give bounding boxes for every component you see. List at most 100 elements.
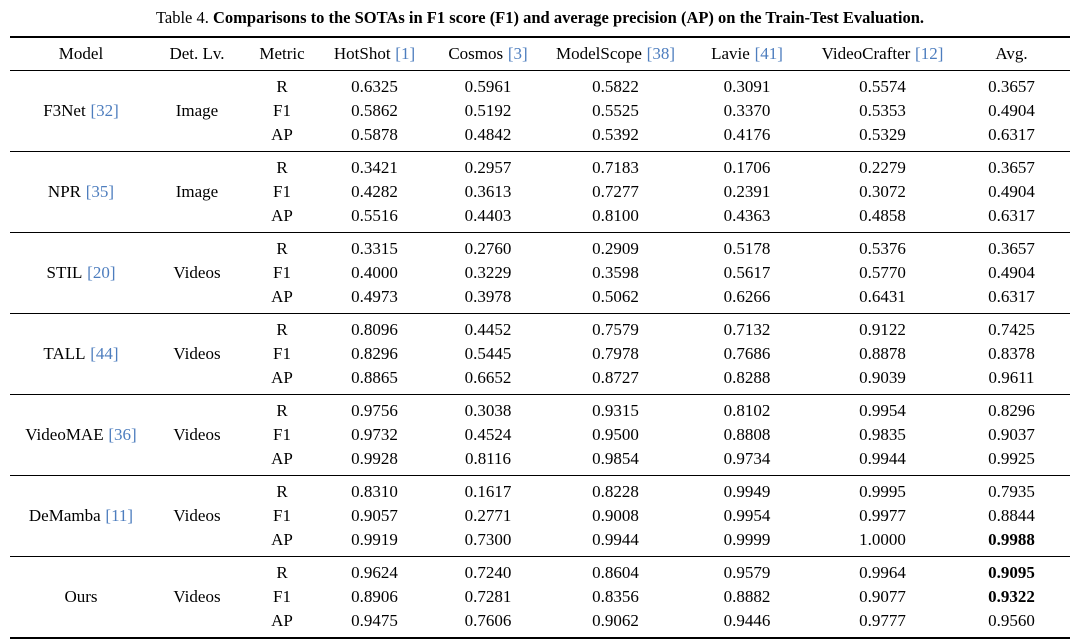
table-row: F1 0.9057 0.2771 0.9008 0.9954 0.9977 0.8844 xyxy=(10,504,1070,528)
results-table: Model Det. Lv. Metric HotShot [1] Cosmos[… xyxy=(10,36,1070,639)
table-row: AP 0.5516 0.4403 0.8100 0.4363 0.4858 0.6317 xyxy=(10,204,1070,233)
value-cell: 0.8296 xyxy=(988,401,1035,420)
table-row: AP 0.4973 0.3978 0.5062 0.6266 0.6431 0.6317 xyxy=(10,285,1070,314)
table-row: AP 0.9928 0.8116 0.9854 0.9734 0.9944 0.9925 xyxy=(10,447,1070,476)
table-row: F1 0.9732 0.4524 0.9500 0.8808 0.9835 0.9037 xyxy=(10,423,1070,447)
col-header-metric: Metric xyxy=(242,37,322,71)
citation-ref[interactable]: [20] xyxy=(87,263,116,282)
value-cell: 0.5574 xyxy=(859,77,906,96)
value-cell: 0.3657 xyxy=(988,77,1035,96)
value-cell: 0.9122 xyxy=(859,320,906,339)
value-cell: 0.7579 xyxy=(592,320,639,339)
value-cell: 0.9579 xyxy=(723,563,771,582)
value-cell: 0.9560 xyxy=(988,611,1035,630)
citation-ref[interactable]: [3] xyxy=(507,44,528,63)
value-cell: 0.2391 xyxy=(723,182,771,201)
citation-ref[interactable]: [35] xyxy=(85,182,115,201)
metric-cell: F1 xyxy=(273,101,291,120)
citation-ref[interactable]: [44] xyxy=(90,344,119,363)
table-row: AP 0.5878 0.4842 0.5392 0.4176 0.5329 0.6317 xyxy=(10,123,1070,152)
value-cell: 0.4904 xyxy=(988,101,1035,120)
metric-cell: F1 xyxy=(273,263,291,282)
value-cell: 0.8102 xyxy=(723,401,771,420)
model-group-f3net: F3Net [32] Image R 0.6325 0.5961 0.5822 0.3091 0… xyxy=(10,70,1070,152)
value-cell: 0.5878 xyxy=(351,125,398,144)
value-cell: 0.6317 xyxy=(988,125,1035,144)
citation-ref[interactable]: [36] xyxy=(108,425,137,444)
citation-ref[interactable]: [1] xyxy=(395,44,416,63)
value-cell: 0.8116 xyxy=(464,449,512,468)
value-cell: 0.8096 xyxy=(351,320,398,339)
value-cell: 0.1706 xyxy=(723,158,771,177)
metric-cell: AP xyxy=(271,206,293,225)
value-cell: 0.9954 xyxy=(859,401,906,420)
value-cell: 0.8808 xyxy=(723,425,771,444)
col-header-cosmos: Cosmos [3] xyxy=(427,37,549,71)
value-cell: 0.4363 xyxy=(723,206,771,225)
col-label: Cosmos xyxy=(448,44,504,63)
detection-level-cell: Videos xyxy=(173,587,221,606)
value-cell: 0.8878 xyxy=(859,344,906,363)
value-cell: 0.9995 xyxy=(859,482,906,501)
value-cell: 0.3978 xyxy=(464,287,512,306)
value-cell: 0.7132 xyxy=(723,320,771,339)
value-cell: 0.7425 xyxy=(988,320,1035,339)
metric-cell: AP xyxy=(271,368,293,387)
model-name: NPR xyxy=(47,182,81,201)
citation-ref[interactable]: [41] xyxy=(754,44,783,63)
value-cell: 0.9835 xyxy=(859,425,906,444)
citation-ref[interactable]: [32] xyxy=(90,101,119,120)
col-header-hotshot: HotShot [1] xyxy=(322,37,427,71)
col-label: ModelScope xyxy=(555,44,642,63)
table-row: Ours Videos R 0.9624 0.7240 0.8604 0.9579 0.996… xyxy=(10,557,1070,606)
value-cell: 0.5516 xyxy=(351,206,398,225)
value-cell: 0.7277 xyxy=(592,182,639,201)
caption-label: Table 4. xyxy=(155,8,209,27)
citation-ref[interactable]: [11] xyxy=(105,506,134,525)
value-cell: 0.8882 xyxy=(723,587,771,606)
model-name: TALL xyxy=(43,344,86,363)
header-row: Model Det. Lv. Metric HotShot [1] Cosmos[… xyxy=(10,37,1070,71)
detection-level-cell: Image xyxy=(175,101,219,120)
value-cell: 0.9756 xyxy=(351,401,398,420)
value-cell: 0.9062 xyxy=(592,611,639,630)
table-row: AP 0.8865 0.6652 0.8727 0.8288 0.9039 0.9611 xyxy=(10,366,1070,395)
value-cell: 0.4282 xyxy=(351,182,398,201)
citation-ref[interactable]: [38] xyxy=(646,44,675,63)
value-cell: 0.2909 xyxy=(592,239,639,258)
value-cell: 0.9854 xyxy=(592,449,639,468)
metric-cell: R xyxy=(276,239,288,258)
metric-cell: AP xyxy=(271,611,293,630)
detection-level-cell: Videos xyxy=(173,506,221,525)
value-cell: 0.9624 xyxy=(351,563,398,582)
model-group-videomae: VideoMAE [36] Videos R 0.9756 0.3038 0.9315 0.8… xyxy=(10,394,1070,476)
metric-cell: R xyxy=(276,482,288,501)
citation-ref[interactable]: [12] xyxy=(915,44,944,63)
value-cell: 0.7606 xyxy=(464,611,512,630)
metric-cell: AP xyxy=(271,530,293,549)
table-row: TALL [44] Videos R 0.8096 0.4452 0.7579 0.7132 0… xyxy=(10,314,1070,363)
value-cell: 0.7978 xyxy=(592,344,639,363)
value-cell: 0.9944 xyxy=(859,449,906,468)
table-row: NPR [35] Image R 0.3421 0.2957 0.7183 0.1706 0.2… xyxy=(10,152,1070,201)
value-cell: 0.4176 xyxy=(723,125,771,144)
col-label: Lavie xyxy=(711,44,750,63)
value-cell: 0.3229 xyxy=(464,263,512,282)
value-cell: 0.7935 xyxy=(988,482,1035,501)
table-row: F1 0.5862 0.5192 0.5525 0.3370 0.5353 0.4904 xyxy=(10,99,1070,123)
model-name: VideoMAE xyxy=(25,425,104,444)
value-cell: 0.9008 xyxy=(592,506,639,525)
table-row: DeMamba [11] Videos R 0.8310 0.1617 0.8228 0.99… xyxy=(10,476,1070,525)
col-label: Avg. xyxy=(995,44,1028,63)
model-cell: Ours xyxy=(10,557,152,639)
detection-level-cell: Image xyxy=(175,182,219,201)
value-cell: 0.8727 xyxy=(592,368,639,387)
value-cell: 0.6266 xyxy=(723,287,771,306)
value-cell: 0.9037 xyxy=(988,425,1035,444)
value-cell: 0.9919 xyxy=(351,530,398,549)
value-cell: 0.9077 xyxy=(859,587,906,606)
col-label: HotShot xyxy=(333,44,391,63)
value-cell: 0.6652 xyxy=(464,368,512,387)
col-header-model: Model xyxy=(10,37,152,71)
table-row: F1 0.4282 0.3613 0.7277 0.2391 0.3072 0.4904 xyxy=(10,180,1070,204)
